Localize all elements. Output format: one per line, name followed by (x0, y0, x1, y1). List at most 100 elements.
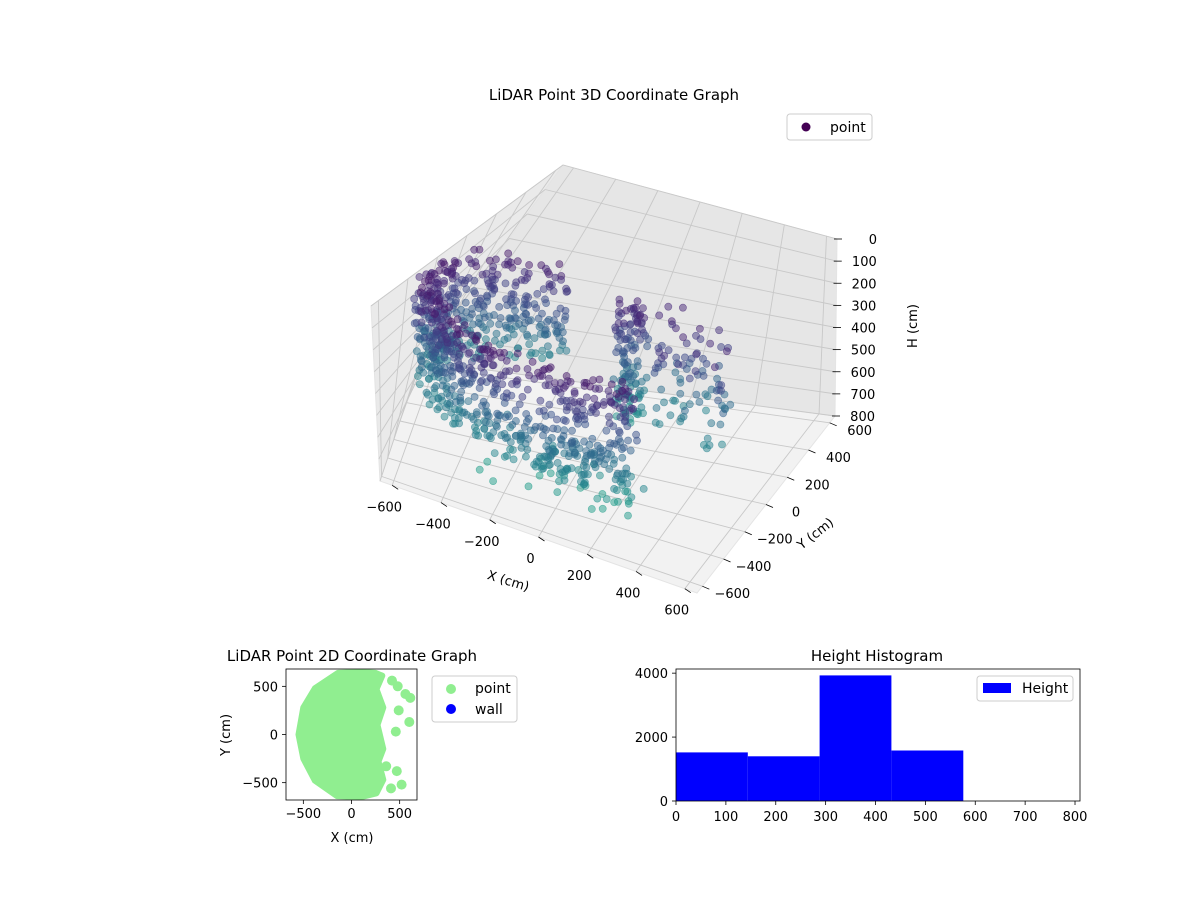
chart-3d-point (557, 272, 566, 280)
chart-2d-legend-label-wall: wall (475, 702, 503, 718)
chart-3d-point (541, 325, 550, 334)
chart-3d-gridline-z (371, 189, 546, 329)
chart-3d-point (523, 330, 531, 339)
chart-3d-point (429, 353, 438, 362)
chart-3d-point (593, 494, 602, 503)
chart-3d-panes (370, 164, 838, 594)
chart-3d-point (557, 440, 565, 449)
chart-3d-gridline-y (393, 439, 745, 533)
chart-3d-xtick (391, 484, 399, 490)
chart-3d-point (620, 360, 629, 368)
chart-3d-point (520, 422, 529, 431)
chart-3d-point (517, 443, 526, 452)
chart-3d-point (597, 452, 606, 461)
chart-3d-xtick-label: 600 (664, 604, 689, 619)
chart-3d-point (442, 293, 451, 302)
chart-3d-point (458, 342, 466, 351)
chart-3d-point (440, 412, 449, 421)
chart-3d-point (592, 401, 601, 410)
chart-3d-point (503, 334, 512, 342)
chart-3d-point (455, 419, 463, 428)
histogram-title: Height Histogram (811, 647, 943, 665)
chart-3d-point (586, 451, 595, 460)
chart-2d-point (404, 717, 415, 727)
chart-3d-legend: point (786, 113, 873, 141)
chart-3d-point (599, 401, 608, 409)
chart-3d-point (592, 409, 600, 417)
chart-3d-point (606, 397, 615, 406)
histogram-legend-swatch (983, 683, 1011, 693)
chart-3d-point (685, 400, 694, 409)
chart-3d-point (501, 434, 510, 442)
chart-3d-point (471, 430, 480, 439)
chart-3d-point (570, 448, 579, 457)
chart-3d-point (440, 353, 449, 362)
chart-3d-point (681, 353, 689, 362)
chart-3d-point (475, 245, 484, 254)
chart-3d-point (461, 298, 470, 307)
chart-3d-point (561, 417, 570, 425)
chart-3d-point (614, 319, 623, 328)
chart-3d-point (502, 389, 511, 398)
chart-3d-point (718, 440, 726, 449)
chart-3d-point (472, 353, 481, 362)
chart-3d-point (596, 471, 604, 480)
chart-3d-point (540, 365, 549, 374)
chart-3d-point (719, 409, 728, 418)
chart-3d-point (535, 471, 544, 480)
chart-2d-points (295, 669, 416, 800)
chart-2d-xtick-label: −500 (285, 807, 321, 822)
chart-3d-point (440, 260, 449, 269)
chart-3d-point (621, 335, 629, 344)
chart-3d-point (702, 406, 710, 415)
chart-3d-point (483, 457, 492, 466)
chart-3d-point (577, 477, 585, 486)
chart-3d-point (459, 376, 468, 385)
chart-3d-point (536, 396, 545, 405)
chart-3d-point (556, 304, 565, 313)
chart-3d-point (523, 385, 532, 394)
chart-3d-ytick-label: −200 (757, 533, 793, 548)
chart-3d-point (624, 369, 633, 378)
chart-3d-gridline-z (545, 189, 837, 262)
chart-3d-xtick (538, 536, 545, 542)
chart-3d-title: LiDAR Point 3D Coordinate Graph (489, 86, 739, 104)
chart-3d-point (522, 310, 531, 319)
chart-3d-point (454, 364, 463, 372)
chart-3d-ytick-label: 400 (826, 451, 851, 466)
chart-3d-point (618, 453, 627, 462)
chart-3d-point (562, 346, 571, 355)
chart-3d-point (682, 339, 691, 348)
chart-3d-point (471, 289, 479, 298)
chart-3d-point (549, 287, 558, 296)
chart-3d-xtick-label: 0 (526, 552, 534, 567)
chart-3d-point (717, 343, 725, 351)
chart-3d-point (552, 309, 561, 318)
chart-3d-point (629, 346, 637, 355)
chart-3d-point (545, 400, 554, 409)
chart-3d-point (423, 291, 432, 300)
chart-3d-point (478, 401, 486, 410)
chart-3d-point (543, 317, 552, 326)
chart-3d-point (469, 415, 478, 424)
chart-3d-ztick-label: 700 (850, 388, 875, 403)
histogram-xtick-label: 400 (863, 810, 888, 825)
chart-3d-point (486, 319, 495, 328)
chart-3d-point (559, 431, 568, 440)
chart-3d-point (524, 293, 532, 302)
chart-3d-point (530, 334, 539, 342)
chart-3d-point (580, 437, 588, 446)
chart-3d-point (511, 313, 519, 322)
chart-3d-point (548, 449, 557, 458)
chart-3d-point (692, 350, 701, 359)
chart-3d-point (452, 288, 460, 297)
chart-3d-point (512, 377, 521, 386)
chart-3d-point (524, 269, 533, 278)
histogram-ticks: 0 100 200 300 400 500 600 700 800 0 2000 4000 (635, 667, 1088, 825)
chart-3d-point (726, 400, 735, 409)
chart-3d-point (627, 404, 636, 413)
chart-3d-point (639, 484, 648, 493)
chart-3d-point (416, 288, 425, 297)
chart-3d-point (522, 452, 530, 461)
chart-3d-point (611, 326, 620, 335)
